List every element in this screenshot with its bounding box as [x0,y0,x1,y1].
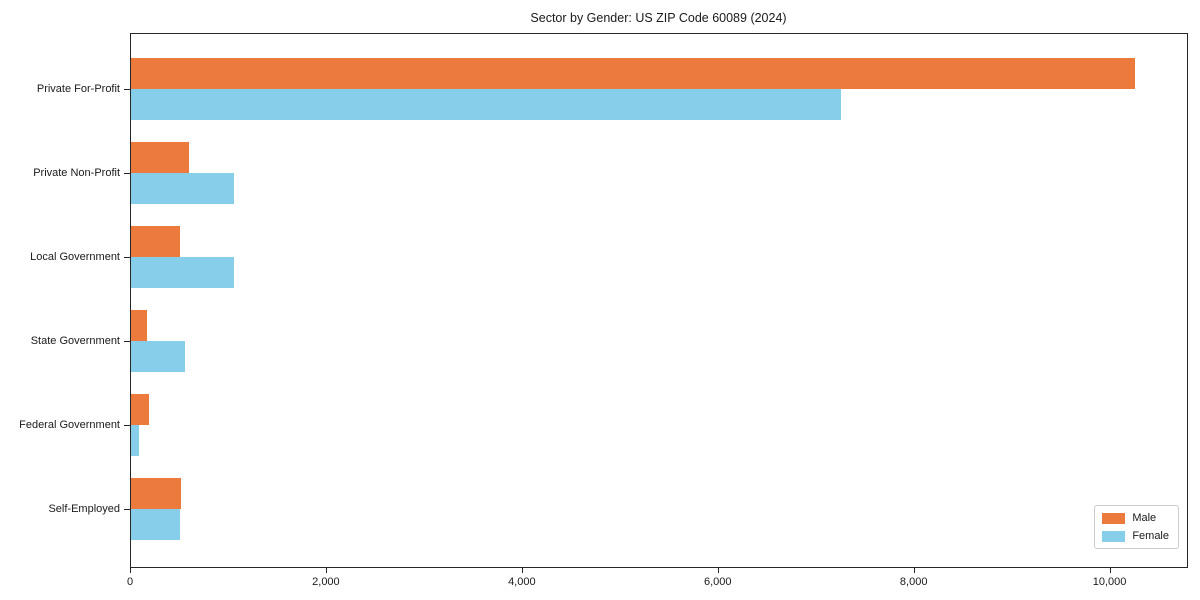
y-tick-mark [124,341,130,342]
x-tick-mark [913,568,915,573]
x-tick-label-10000: 10,000 [1092,576,1127,588]
bar-male-federal-government [131,394,149,425]
bar-female-federal-government [131,425,140,456]
bar-group-federal-government [131,383,1187,467]
plot-area: Male Female [130,33,1188,568]
legend-swatch-male [1102,512,1126,524]
x-tick-mark [1109,568,1111,573]
y-tick-mark [124,257,130,258]
bar-group-state-government [131,299,1187,383]
bar-male-private-non-profit [131,142,189,173]
y-tick-label-private-non-profit: Private Non-Profit [33,167,120,179]
y-tick-mark [124,425,130,426]
legend-label-male: Male [1132,512,1157,524]
x-tick-label-0: 0 [126,576,134,588]
bar-male-local-government [131,226,181,257]
y-tick-label-self-employed: Self-Employed [48,503,120,515]
bar-male-private-for-profit [131,58,1136,89]
legend-entry-male: Male [1102,512,1169,524]
y-tick-mark [124,509,130,510]
legend-entry-female: Female [1102,530,1169,542]
x-tick-label-8000: 8,000 [899,576,928,588]
bar-group-local-government [131,215,1187,299]
bar-female-private-for-profit [131,89,842,120]
legend-label-female: Female [1132,530,1169,542]
legend-swatch-female [1102,530,1126,542]
bar-male-state-government [131,310,147,341]
bar-female-state-government [131,341,186,372]
bar-groups [131,34,1187,551]
bar-group-private-non-profit [131,131,1187,215]
y-tick-mark [124,89,130,90]
chart-title: Sector by Gender: US ZIP Code 60089 (202… [530,11,787,25]
bar-group-private-for-profit [131,47,1187,131]
x-tick-mark [521,568,523,573]
bar-male-self-employed [131,478,181,509]
legend: Male Female [1094,505,1179,549]
x-tick-mark [325,568,327,573]
y-tick-label-private-for-profit: Private For-Profit [36,83,120,95]
x-tick-label-4000: 4,000 [508,576,536,588]
y-tick-label-federal-government: Federal Government [19,419,120,431]
x-tick-label-6000: 6,000 [703,576,732,588]
bar-female-local-government [131,257,234,288]
x-tick-label-2000: 2,000 [312,576,340,588]
y-tick-label-state-government: State Government [30,335,120,347]
x-tick-mark [717,568,719,573]
y-tick-mark [124,173,130,174]
y-tick-label-local-government: Local Government [30,251,120,263]
bar-female-private-non-profit [131,173,235,204]
bar-group-self-employed [131,467,1187,551]
bar-female-self-employed [131,509,181,540]
x-tick-mark [130,568,131,573]
